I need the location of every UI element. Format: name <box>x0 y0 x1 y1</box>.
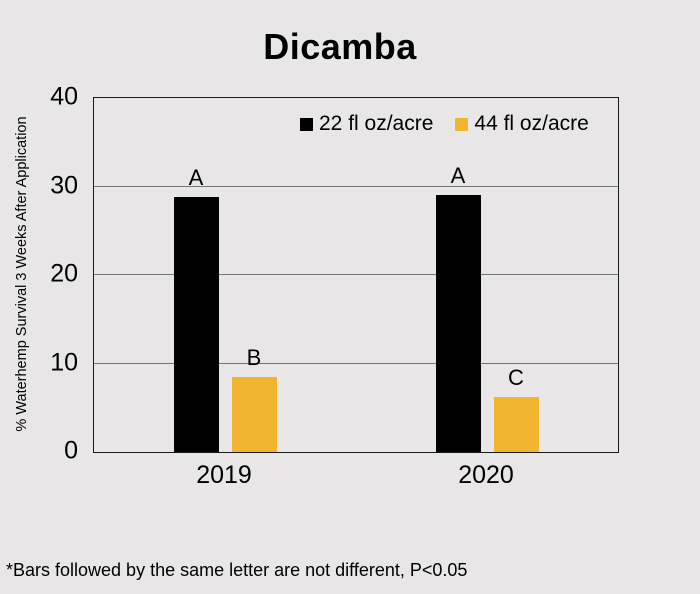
y-tick-label-0: 0 <box>64 436 78 465</box>
plot-area: 22 fl oz/acre 44 fl oz/acre A B A C <box>93 97 619 453</box>
legend-item-22-fl-oz-acre: 22 fl oz/acre <box>300 112 433 136</box>
sig-letter-2020-C: C <box>508 365 524 391</box>
gridline-y-30 <box>94 185 618 187</box>
x-tick-label-2019: 2019 <box>196 461 252 489</box>
legend-swatch-gold-icon <box>455 117 469 131</box>
sig-letter-2020-A: A <box>450 163 466 189</box>
bar-2020-44-fl-oz-acre <box>493 397 539 452</box>
bar-2020-22-fl-oz-acre <box>435 195 481 452</box>
y-tick-label-30: 30 <box>50 171 78 199</box>
chart-title: Dicamba <box>263 26 417 67</box>
gridline-y-20 <box>94 274 618 275</box>
y-tick-label-20: 20 <box>50 259 78 288</box>
legend-swatch-black-icon <box>300 117 313 131</box>
y-tick-label-10: 10 <box>50 348 78 376</box>
gridline-y-10 <box>94 362 618 364</box>
legend-item-44-fl-oz-acre: 44 fl oz/acre <box>455 112 589 136</box>
bar-2019-22-fl-oz-acre <box>173 197 219 452</box>
sig-letter-2019-B: B <box>246 344 262 370</box>
legend: 22 fl oz/acre 44 fl oz/acre <box>300 112 589 136</box>
legend-label-44-fl-oz-acre: 44 fl oz/acre <box>474 112 589 135</box>
legend-label-22-fl-oz-acre: 22 fl oz/acre <box>319 112 434 135</box>
bar-2019-44-fl-oz-acre <box>231 376 277 452</box>
sig-letter-2019-A: A <box>188 165 204 191</box>
y-tick-label-40: 40 <box>50 82 78 111</box>
x-tick-label-2020: 2020 <box>458 461 514 489</box>
footnote: *Bars followed by the same letter are no… <box>6 560 468 580</box>
